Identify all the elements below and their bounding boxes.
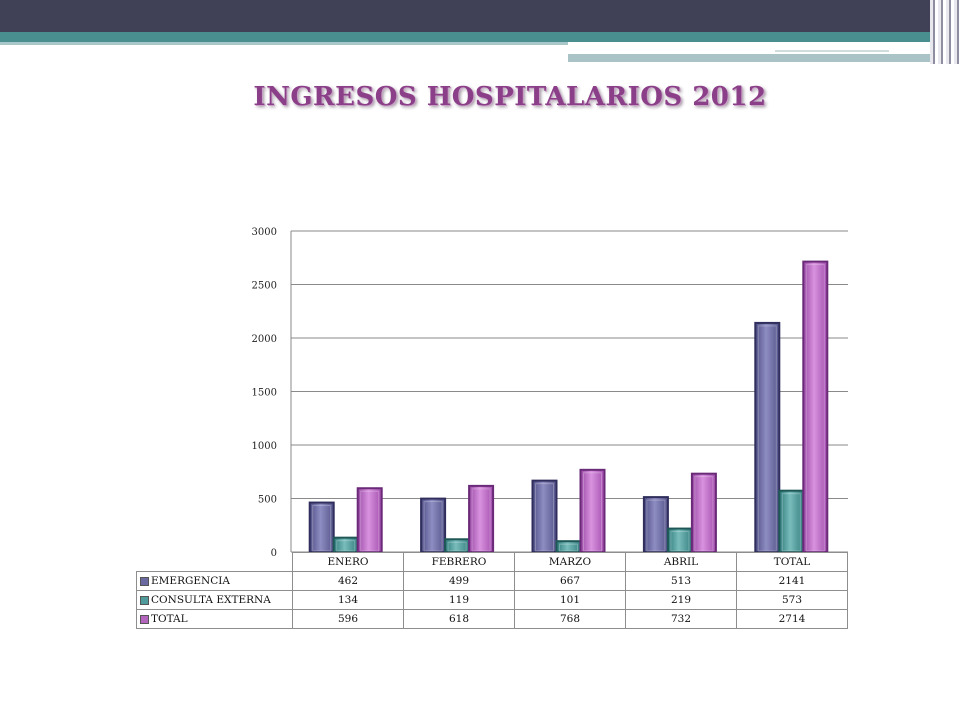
y-tick-label: 1500 xyxy=(252,388,277,399)
y-tick-label: 0 xyxy=(271,548,277,559)
bar-emergencia-abril xyxy=(642,496,669,554)
table-cell: 596 xyxy=(292,609,404,629)
series-name: TOTAL xyxy=(151,613,188,625)
bar-consulta-externa-marzo xyxy=(555,540,582,553)
bar-consulta-externa-enero xyxy=(332,536,359,553)
table-header-cell: FEBRERO xyxy=(403,552,515,572)
table-cell: 119 xyxy=(403,590,515,610)
table-row: TOTAL 596 618 768 732 2714 xyxy=(136,609,848,629)
series-name: EMERGENCIA xyxy=(151,575,230,587)
series-label-cell: TOTAL xyxy=(136,609,293,629)
table-cell: 219 xyxy=(625,590,737,610)
bar-highlight xyxy=(781,493,801,552)
table-cell: 768 xyxy=(514,609,626,629)
table-header-cell: MARZO xyxy=(514,552,626,572)
bar-highlight xyxy=(646,499,666,552)
y-tick-label: 2500 xyxy=(252,281,277,292)
series-label-cell: CONSULTA EXTERNA xyxy=(136,590,293,610)
table-cell: 667 xyxy=(514,571,626,591)
table-cell: 2141 xyxy=(736,571,848,591)
bar-total-enero xyxy=(356,487,383,553)
table-cell: 618 xyxy=(403,609,515,629)
header-right-bar xyxy=(568,42,960,52)
data-table: ENERO FEBRERO MARZO ABRIL TOTAL EMERGENC… xyxy=(136,552,848,629)
table-header-cell: ENERO xyxy=(292,552,404,572)
table-cell: 573 xyxy=(736,590,848,610)
table-cell: 101 xyxy=(514,590,626,610)
header-right-line xyxy=(775,50,889,52)
series-label-cell: EMERGENCIA xyxy=(136,571,293,591)
y-tick-label: 2000 xyxy=(252,334,277,345)
series-name: CONSULTA EXTERNA xyxy=(151,594,271,606)
bar-emergencia-febrero xyxy=(420,497,447,553)
bar-total-abril xyxy=(690,472,717,553)
bar-consulta-externa-febrero xyxy=(444,538,471,554)
bar-highlight xyxy=(670,531,690,552)
table-cell: 499 xyxy=(403,571,515,591)
bars xyxy=(308,260,829,554)
bar-highlight xyxy=(336,540,356,552)
bar-consulta-externa-abril xyxy=(666,527,693,554)
table-row: CONSULTA EXTERNA 134 119 101 219 573 xyxy=(136,590,848,610)
bar-total-marzo xyxy=(579,468,606,554)
header-dark-bar xyxy=(0,0,960,32)
slide-title: INGRESOS HOSPITALARIOS 2012 xyxy=(253,82,767,112)
table-cell: 513 xyxy=(625,571,737,591)
bar-total-total xyxy=(802,260,829,553)
table-cell: 732 xyxy=(625,609,737,629)
y-tick-label: 1000 xyxy=(252,441,277,452)
table-header-row: ENERO FEBRERO MARZO ABRIL TOTAL xyxy=(137,552,848,572)
header-right-bar-teal xyxy=(568,54,940,62)
bar-highlight xyxy=(757,325,777,552)
bar-total-febrero xyxy=(468,484,495,553)
table-cell: 462 xyxy=(292,571,404,591)
bar-highlight xyxy=(447,541,467,552)
bar-highlight xyxy=(471,488,491,552)
bar-highlight xyxy=(312,505,332,552)
table-cell: 2714 xyxy=(736,609,848,629)
bar-highlight xyxy=(423,501,443,552)
header-teal-underline xyxy=(0,42,940,45)
table-cell: 134 xyxy=(292,590,404,610)
bar-highlight xyxy=(694,476,714,552)
legend-swatch xyxy=(140,576,149,586)
y-tick-label: 500 xyxy=(258,495,277,506)
table-header-cell: TOTAL xyxy=(736,552,848,572)
y-tick-label: 3000 xyxy=(252,227,277,238)
legend-swatch xyxy=(140,595,149,605)
legend-swatch xyxy=(140,614,149,624)
table-row: EMERGENCIA 462 499 667 513 2141 xyxy=(136,571,848,591)
bar-emergencia-enero xyxy=(308,501,335,554)
bar-highlight xyxy=(360,490,380,552)
bar-highlight xyxy=(583,472,602,552)
header-vertical-lines xyxy=(930,0,960,64)
bar-highlight xyxy=(805,264,825,552)
header-teal-bar xyxy=(0,32,960,42)
bar-highlight xyxy=(535,483,554,552)
table-header-cell: ABRIL xyxy=(625,552,737,572)
bar-consulta-externa-total xyxy=(778,489,805,553)
y-axis-tick-labels: 0 500 1000 1500 2000 2500 3000 xyxy=(252,227,277,559)
bar-emergencia-marzo xyxy=(531,479,558,554)
bar-highlight xyxy=(559,543,578,552)
bar-emergencia-total xyxy=(754,321,781,553)
